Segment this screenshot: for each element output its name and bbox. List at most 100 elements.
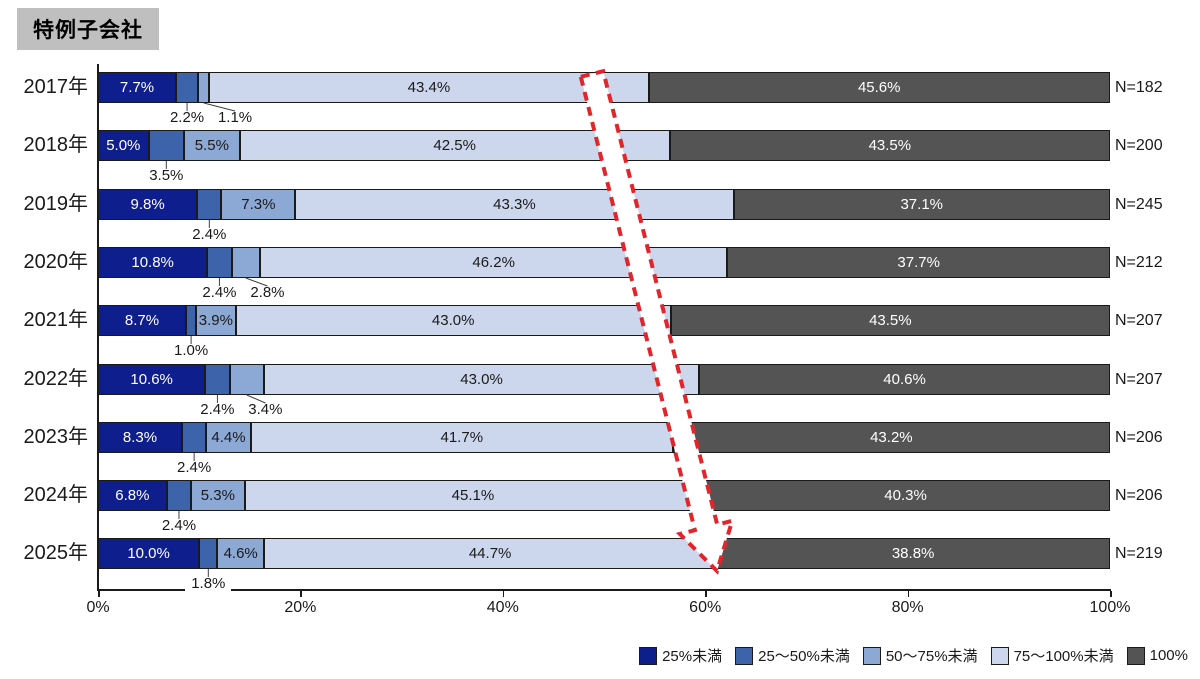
bar-segment: [175, 72, 199, 103]
segment-value-callout: 1.0%: [168, 343, 215, 359]
segment-value-label: 43.2%: [870, 429, 913, 446]
legend-item: 50〜75%未満: [862, 645, 978, 666]
bar-segment: 43.2%: [672, 422, 1110, 453]
bar-segment: [198, 72, 210, 103]
segment-value-label: 38.8%: [891, 545, 935, 562]
sample-size-label: N=182: [1115, 79, 1163, 96]
stacked-bar: 9.8% 7.3% 43.3% 37.1%: [98, 189, 1110, 220]
chart-title-badge: 特例子会社: [17, 8, 159, 50]
segment-value-callout: 2.2%: [164, 110, 211, 126]
legend-label: 100%: [1149, 647, 1188, 664]
stacked-bar: 5.0% 5.5% 42.5% 43.5%: [98, 130, 1110, 161]
y-axis-line: [97, 64, 99, 590]
x-axis-tick-label: 40%: [486, 599, 519, 616]
bar-segment: 38.8%: [716, 538, 1110, 569]
segment-value-label: 8.7%: [124, 312, 160, 329]
x-axis-tick: [705, 591, 707, 597]
x-axis-tick: [502, 591, 505, 597]
segment-value-label: 46.2%: [472, 254, 515, 271]
bar-segment: 45.1%: [244, 480, 702, 511]
x-axis-tick: [1110, 591, 1112, 597]
segment-value-label: 43.0%: [460, 371, 503, 388]
bar-segment: 4.6%: [217, 538, 264, 569]
segment-value-callout: 3.5%: [143, 168, 190, 184]
segment-value-label: 10.8%: [131, 254, 174, 271]
x-axis-tick-label: 20%: [284, 599, 317, 616]
bar-segment: 7.7%: [98, 72, 176, 103]
bar-segment: 37.1%: [733, 189, 1110, 220]
segment-value-label: 8.3%: [122, 429, 158, 446]
segment-value-callout: 3.4%: [242, 402, 289, 418]
stacked-bar: 8.3% 4.4% 41.7% 43.2%: [98, 422, 1110, 453]
bar-segment: 9.8%: [98, 189, 198, 220]
segment-value-label: 5.3%: [200, 487, 235, 504]
y-axis-category-label: 2022年: [23, 368, 89, 390]
bar-segment: 42.5%: [239, 130, 670, 161]
bar-segment: 40.3%: [701, 480, 1110, 511]
x-axis-tick: [300, 591, 302, 597]
segment-value-label: 41.7%: [440, 429, 484, 446]
segment-value-label: 43.5%: [869, 312, 912, 329]
sample-size-label: N=200: [1115, 137, 1163, 154]
segment-value-label: 43.3%: [493, 196, 536, 213]
bar-segment: 10.6%: [98, 364, 206, 395]
segment-value-callout: 2.4%: [194, 402, 241, 418]
legend-label: 25%未満: [662, 648, 723, 665]
bar-segment: [181, 422, 207, 453]
segment-value-label: 45.1%: [451, 487, 495, 504]
sample-size-label: N=206: [1115, 429, 1163, 446]
y-axis-category-label: 2021年: [23, 309, 89, 331]
segment-value-label: 3.9%: [198, 312, 233, 329]
segment-value-label: 40.3%: [884, 487, 927, 504]
bar-segment: 43.3%: [295, 189, 734, 220]
bar-segment: [148, 130, 184, 161]
segment-value-label: 44.7%: [468, 545, 512, 562]
segment-value-callout: 1.1%: [212, 110, 259, 126]
stacked-bar: 6.8% 5.3% 45.1% 40.3%: [98, 480, 1110, 511]
sample-size-label: N=207: [1115, 371, 1163, 388]
bar-segment: [205, 364, 230, 395]
segment-value-label: 43.0%: [431, 312, 475, 329]
bar-segment: 40.6%: [699, 364, 1110, 395]
y-axis-category-label: 2018年: [23, 134, 89, 156]
legend-swatch: [990, 646, 1009, 665]
legend: 25%未満 25〜50%未満 50〜75%未満 75〜100%未満 100%: [639, 645, 1188, 666]
bar-segment: 43.4%: [209, 72, 649, 103]
segment-value-label: 37.7%: [897, 254, 940, 271]
bar-segment: 43.0%: [263, 364, 700, 395]
segment-value-label: 10.0%: [127, 545, 170, 562]
sample-size-label: N=212: [1115, 254, 1163, 271]
legend-label: 75〜100%未満: [1013, 648, 1114, 665]
sample-size-label: N=219: [1115, 545, 1163, 562]
legend-swatch: [735, 646, 754, 665]
segment-value-label: 4.4%: [211, 429, 246, 446]
x-axis-tick-label: 60%: [689, 599, 722, 616]
y-axis-category-label: 2025年: [23, 542, 89, 564]
x-axis-tick-label: 100%: [1089, 599, 1131, 616]
x-axis-tick: [98, 591, 100, 597]
bar-segment: [186, 305, 197, 336]
segment-value-label: 43.4%: [407, 79, 451, 96]
sample-size-label: N=207: [1115, 312, 1163, 329]
legend-swatch: [1126, 646, 1145, 665]
bar-segment: 3.9%: [196, 305, 236, 336]
segment-value-label: 5.5%: [194, 137, 229, 154]
bar-segment: 10.0%: [98, 538, 200, 569]
y-axis-category-label: 2017年: [23, 76, 89, 98]
x-axis-tick-label: 0%: [86, 599, 110, 616]
bar-segment: 43.5%: [670, 305, 1110, 336]
y-axis-category-label: 2024年: [23, 484, 89, 506]
bar-segment: 45.6%: [648, 72, 1110, 103]
bar-segment: [207, 247, 232, 278]
segment-value-callout: 2.4%: [196, 285, 243, 301]
segment-value-callout: 2.4%: [171, 460, 218, 476]
segment-value-label: 4.6%: [223, 545, 258, 562]
legend-item: 25〜50%未満: [735, 645, 850, 666]
x-axis-tick-label: 80%: [891, 599, 924, 616]
bar-segment: 8.7%: [98, 305, 187, 336]
segment-value-label: 40.6%: [883, 371, 926, 388]
bar-segment: [166, 480, 192, 511]
legend-item: 75〜100%未満: [990, 645, 1114, 666]
sample-size-label: N=245: [1115, 196, 1163, 213]
bar-segment: 5.0%: [98, 130, 149, 161]
